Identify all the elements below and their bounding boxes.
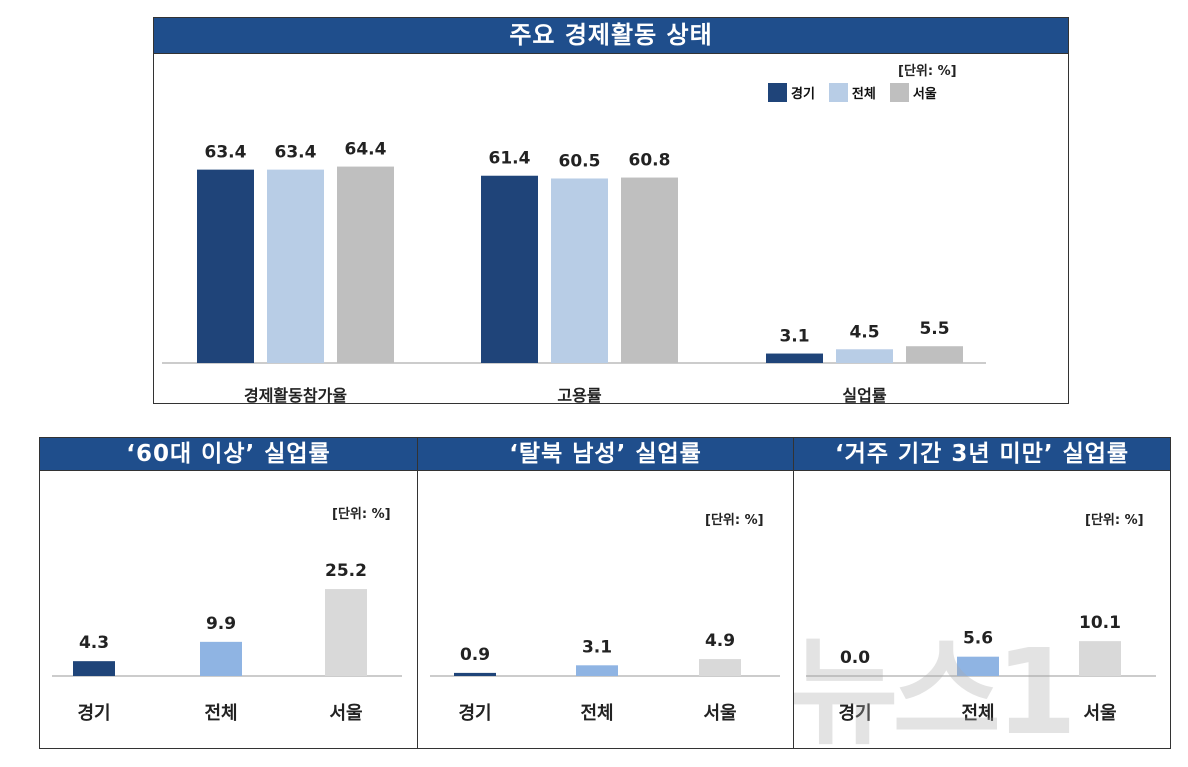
legend-item-seoul: 서울 bbox=[889, 83, 937, 102]
defector-unit-label: [단위: %] bbox=[705, 513, 764, 528]
value-label-경제활동참가율-gyeonggi: 63.4 bbox=[205, 143, 247, 163]
age60-category-label-1: 전체 bbox=[204, 703, 237, 724]
residence-value-label-0: 0.0 bbox=[840, 648, 870, 668]
defector-chart-plot: 0.9 경기 3.1 전체 4.9 서울 bbox=[430, 631, 780, 724]
age60-chart-plot: 4.3 경기 9.9 전체 25.2 서울 bbox=[52, 561, 402, 724]
defector-category-label-1: 전체 bbox=[580, 703, 613, 724]
value-label-경제활동참가율-total: 63.4 bbox=[275, 143, 317, 163]
residence-chart-plot: 0.0 경기 5.6 전체 10.1 서울 bbox=[806, 613, 1156, 724]
bar-고용률-seoul bbox=[621, 177, 678, 363]
legend-swatch-seoul bbox=[889, 83, 909, 102]
defector-chart-panel: ‘탈북 남성’ 실업률 [단위: %] 0.9 경기 3.1 전체 4.9 서울 bbox=[417, 437, 794, 749]
bar-경제활동참가율-gyeonggi bbox=[197, 169, 254, 363]
age60-chart-title: ‘60대 이상’ 실업률 bbox=[40, 438, 417, 471]
residence-category-label-0: 경기 bbox=[838, 703, 871, 724]
value-label-실업률-gyeonggi: 3.1 bbox=[779, 327, 809, 347]
category-label-실업률: 실업률 bbox=[842, 386, 886, 403]
age60-bar-2 bbox=[325, 589, 367, 676]
residence-chart-panel: ‘거주 기간 3년 미만’ 실업률 [단위: %] 0.0 경기 5.6 전체 10.1… bbox=[793, 437, 1171, 749]
legend-label-seoul: 서울 bbox=[912, 87, 937, 102]
bar-고용률-gyeonggi bbox=[481, 175, 538, 363]
bar-경제활동참가율-seoul bbox=[337, 166, 394, 363]
defector-value-label-2: 4.9 bbox=[705, 631, 735, 651]
main-chart-panel: 주요 경제활동 상태 [단위: %] 경기 전체 서울 63.4 63.4 64.4… bbox=[153, 17, 1069, 404]
defector-bar-2 bbox=[699, 659, 741, 676]
residence-value-label-2: 10.1 bbox=[1079, 613, 1121, 633]
age60-value-label-0: 4.3 bbox=[79, 633, 109, 653]
category-label-경제활동참가율: 경제활동참가율 bbox=[244, 386, 347, 403]
age60-chart-panel: ‘60대 이상’ 실업률 [단위: %] 4.3 경기 9.9 전체 25.2 서울 bbox=[39, 437, 418, 749]
value-label-경제활동참가율-seoul: 64.4 bbox=[345, 140, 387, 160]
age60-bar-1 bbox=[200, 641, 242, 676]
age60-category-label-0: 경기 bbox=[77, 703, 110, 724]
defector-category-label-2: 서울 bbox=[703, 703, 736, 724]
main-chart-title: 주요 경제활동 상태 bbox=[154, 18, 1068, 54]
value-label-고용률-total: 60.5 bbox=[559, 151, 601, 171]
bar-실업률-gyeonggi bbox=[766, 353, 823, 363]
bar-실업률-seoul bbox=[906, 346, 963, 363]
bar-경제활동참가율-total bbox=[267, 169, 324, 363]
defector-value-label-0: 0.9 bbox=[460, 645, 490, 665]
legend-item-total: 전체 bbox=[828, 83, 876, 102]
main-chart-plot: 63.4 63.4 64.4 경제활동참가율 61.4 60.5 60.8 고용률 3.1 4.5… bbox=[162, 140, 986, 403]
age60-bar-0 bbox=[73, 661, 115, 676]
legend-swatch-total bbox=[828, 83, 848, 102]
legend-label-total: 전체 bbox=[851, 87, 876, 102]
defector-bar-0 bbox=[454, 672, 496, 676]
defector-bar-1 bbox=[576, 665, 618, 676]
age60-value-label-2: 25.2 bbox=[325, 561, 367, 581]
value-label-실업률-seoul: 5.5 bbox=[919, 319, 949, 339]
age60-category-label-2: 서울 bbox=[329, 703, 362, 724]
residence-value-label-1: 5.6 bbox=[963, 629, 993, 649]
residence-bar-1 bbox=[957, 656, 999, 676]
value-label-실업률-total: 4.5 bbox=[849, 322, 879, 342]
defector-chart-title: ‘탈북 남성’ 실업률 bbox=[418, 438, 793, 471]
legend-label-gyeonggi: 경기 bbox=[791, 87, 815, 102]
value-label-고용률-gyeonggi: 61.4 bbox=[489, 149, 531, 169]
bar-실업률-total bbox=[836, 349, 893, 363]
residence-unit-label: [단위: %] bbox=[1085, 513, 1144, 528]
residence-bar-2 bbox=[1079, 641, 1121, 676]
residence-category-label-2: 서울 bbox=[1083, 703, 1116, 724]
category-label-고용률: 고용률 bbox=[557, 386, 601, 403]
value-label-고용률-seoul: 60.8 bbox=[629, 151, 671, 171]
legend-swatch-gyeonggi bbox=[768, 83, 787, 102]
main-unit-label: [단위: %] bbox=[898, 64, 957, 79]
bar-고용률-total bbox=[551, 178, 608, 363]
defector-value-label-1: 3.1 bbox=[582, 637, 612, 657]
age60-value-label-1: 9.9 bbox=[206, 614, 236, 634]
age60-unit-label: [단위: %] bbox=[332, 507, 391, 522]
defector-category-label-0: 경기 bbox=[458, 703, 491, 724]
residence-chart-title: ‘거주 기간 3년 미만’ 실업률 bbox=[794, 438, 1170, 471]
legend-item-gyeonggi: 경기 bbox=[768, 83, 815, 102]
residence-category-label-1: 전체 bbox=[961, 703, 994, 724]
main-legend: 경기 전체 서울 bbox=[768, 83, 937, 102]
